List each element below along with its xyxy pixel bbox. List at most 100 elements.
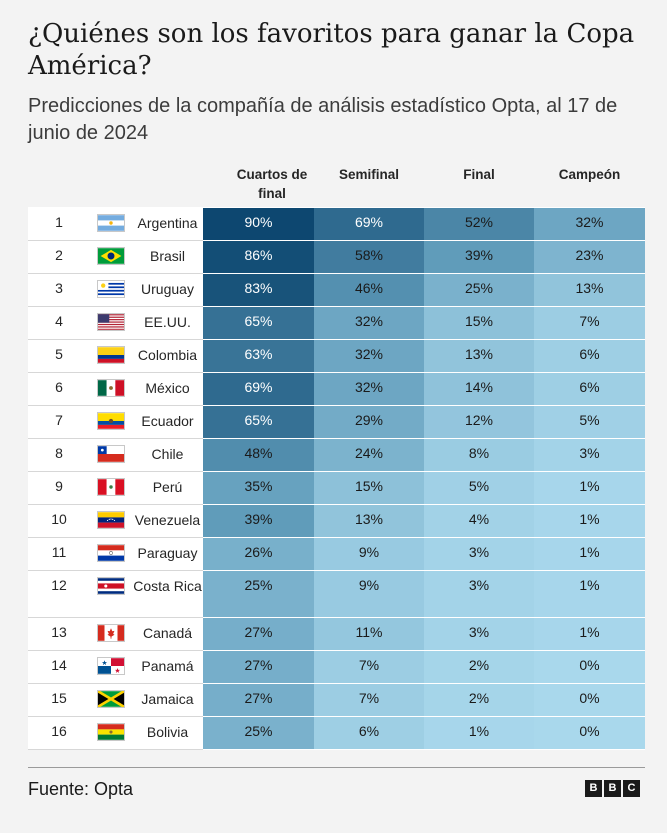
- table-row: 15 Jamaica 27% 7% 2% 0%: [28, 683, 645, 717]
- value-cell: 24%: [314, 438, 424, 472]
- value-cell: 90%: [203, 207, 314, 241]
- rank-cell: 6: [28, 372, 90, 406]
- table-row: 3 Uruguay 83% 46% 25% 13%: [28, 273, 645, 307]
- value-cell: 1%: [534, 537, 645, 571]
- value-cell: 29%: [314, 405, 424, 439]
- value-cell: 6%: [314, 716, 424, 750]
- value-cell: 25%: [203, 716, 314, 750]
- rank-cell: 11: [28, 537, 90, 571]
- rank-cell: 1: [28, 207, 90, 241]
- flag-jamaica-icon: [90, 690, 132, 708]
- flag-mexico-icon: [90, 379, 132, 397]
- source-note: Fuente: Opta: [28, 779, 134, 799]
- flag-cell: [90, 438, 132, 472]
- value-cell: 0%: [534, 650, 645, 684]
- flag-cell: [90, 537, 132, 571]
- table-row: 4 EE.UU. 65% 32% 15% 7%: [28, 306, 645, 340]
- value-cell: 65%: [203, 405, 314, 439]
- value-cell: 1%: [534, 617, 645, 651]
- rank-cell: 13: [28, 617, 90, 651]
- column-header-campeon: Campeón: [558, 167, 621, 182]
- team-name: Panamá: [132, 650, 203, 684]
- flag-ecuador-icon: [90, 412, 132, 430]
- table-row: 11 Paraguay 26% 9% 3% 1%: [28, 537, 645, 571]
- rank-cell: 4: [28, 306, 90, 340]
- value-cell: 5%: [424, 471, 534, 505]
- value-cell: 39%: [424, 240, 534, 274]
- value-cell: 3%: [424, 570, 534, 618]
- value-cell: 7%: [314, 650, 424, 684]
- flag-cell: [90, 207, 132, 241]
- value-cell: 13%: [534, 273, 645, 307]
- team-name: Colombia: [132, 339, 203, 373]
- team-name: México: [132, 372, 203, 406]
- value-cell: 65%: [203, 306, 314, 340]
- flag-usa-icon: [90, 313, 132, 331]
- table-row: 12 Costa Rica 25% 9% 3% 1%: [28, 570, 645, 618]
- rank-cell: 15: [28, 683, 90, 717]
- value-cell: 7%: [534, 306, 645, 340]
- flag-paraguay-icon: [90, 544, 132, 562]
- value-cell: 9%: [314, 570, 424, 618]
- flag-cell: [90, 650, 132, 684]
- column-header-cuartos: Cuartos de final: [236, 167, 308, 201]
- flag-cell: [90, 504, 132, 538]
- flag-venezuela-icon: [90, 511, 132, 529]
- team-name: EE.UU.: [132, 306, 203, 340]
- rank-cell: 5: [28, 339, 90, 373]
- table-row: 13 Canadá 27% 11% 3% 1%: [28, 617, 645, 651]
- flag-cell: [90, 716, 132, 750]
- value-cell: 6%: [534, 372, 645, 406]
- flag-argentina-icon: [90, 214, 132, 232]
- value-cell: 86%: [203, 240, 314, 274]
- bbc-logo-letter: C: [623, 780, 640, 797]
- value-cell: 3%: [534, 438, 645, 472]
- rank-cell: 3: [28, 273, 90, 307]
- rank-cell: 9: [28, 471, 90, 505]
- rank-cell: 14: [28, 650, 90, 684]
- table-row: 8 Chile 48% 24% 8% 3%: [28, 438, 645, 472]
- flag-cell: [90, 570, 132, 618]
- value-cell: 1%: [534, 504, 645, 538]
- team-name: Perú: [132, 471, 203, 505]
- rank-cell: 16: [28, 716, 90, 750]
- value-cell: 13%: [314, 504, 424, 538]
- team-name: Paraguay: [132, 537, 203, 571]
- value-cell: 27%: [203, 650, 314, 684]
- value-cell: 5%: [534, 405, 645, 439]
- value-cell: 27%: [203, 617, 314, 651]
- table-row: 16 Bolivia 25% 6% 1% 0%: [28, 716, 645, 750]
- rank-cell: 2: [28, 240, 90, 274]
- value-cell: 3%: [424, 537, 534, 571]
- flag-uruguay-icon: [90, 280, 132, 298]
- value-cell: 23%: [534, 240, 645, 274]
- table-row: 2 Brasil 86% 58% 39% 23%: [28, 240, 645, 274]
- value-cell: 46%: [314, 273, 424, 307]
- team-name: Canadá: [132, 617, 203, 651]
- value-cell: 15%: [314, 471, 424, 505]
- value-cell: 52%: [424, 207, 534, 241]
- chart-title: ¿Quiénes son los favoritos para ganar la…: [28, 19, 635, 81]
- bbc-logo: B B C: [585, 780, 640, 797]
- footer-divider: [28, 767, 645, 768]
- column-header-semifinal: Semifinal: [338, 167, 400, 182]
- value-cell: 2%: [424, 650, 534, 684]
- table-row: 9 Perú 35% 15% 5% 1%: [28, 471, 645, 505]
- value-cell: 39%: [203, 504, 314, 538]
- rank-cell: 12: [28, 570, 90, 618]
- value-cell: 32%: [534, 207, 645, 241]
- chart-subtitle: Predicciones de la compañía de análisis …: [28, 95, 618, 144]
- flag-cell: [90, 339, 132, 373]
- flag-cell: [90, 617, 132, 651]
- predictions-table: 1 Argentina 90% 69% 52% 32% 2 Brasil 86% 58% 39% 23…: [28, 207, 645, 750]
- value-cell: 1%: [534, 570, 645, 618]
- value-cell: 32%: [314, 339, 424, 373]
- value-cell: 69%: [203, 372, 314, 406]
- value-cell: 11%: [314, 617, 424, 651]
- table-row: 5 Colombia 63% 32% 13% 6%: [28, 339, 645, 373]
- value-cell: 3%: [424, 617, 534, 651]
- column-header-final: Final: [463, 167, 495, 182]
- value-cell: 4%: [424, 504, 534, 538]
- bbc-logo-letter: B: [585, 780, 602, 797]
- value-cell: 63%: [203, 339, 314, 373]
